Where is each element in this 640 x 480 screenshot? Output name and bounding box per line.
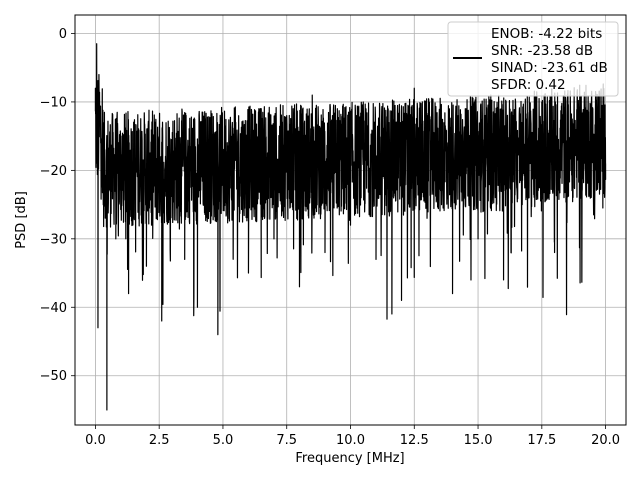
y-tick-label: 0 (59, 27, 67, 42)
x-tick-label: 2.5 (149, 433, 170, 448)
x-tick-label: 5.0 (213, 433, 234, 448)
legend-box (447, 21, 619, 97)
x-tick-label: 17.5 (527, 433, 556, 448)
y-tick-label: −40 (40, 301, 67, 316)
legend: ENOB: -4.22 bits SNR: -23.58 dB SINAD: -… (447, 21, 619, 97)
y-axis: 0 −10 −20 −30 −40 −50 (40, 27, 75, 384)
y-tick-label: −50 (40, 369, 67, 384)
y-tick-label: −10 (40, 95, 67, 110)
legend-entry-enob: ENOB: -4.22 bits (491, 26, 602, 42)
x-axis-label: Frequency [MHz] (295, 451, 404, 466)
x-tick-label: 12.5 (400, 433, 429, 448)
x-tick-label: 10.0 (336, 433, 365, 448)
y-tick-label: −20 (40, 164, 67, 179)
psd-series-line (94, 43, 607, 411)
x-axis: 0.0 2.5 5.0 7.5 10.0 12.5 15.0 17.5 20.0 (85, 425, 620, 448)
legend-entry-sinad: SINAD: -23.61 dB (491, 60, 608, 76)
x-tick-label: 20.0 (591, 433, 620, 448)
y-axis-label: PSD [dB] (14, 191, 29, 249)
x-tick-label: 0.0 (85, 433, 106, 448)
x-tick-label: 7.5 (276, 433, 297, 448)
legend-entry-sfdr: SFDR: 0.42 (491, 77, 566, 93)
x-tick-label: 15.0 (464, 433, 493, 448)
legend-entry-snr: SNR: -23.58 dB (491, 43, 593, 59)
series-layer (94, 43, 607, 411)
y-tick-label: −30 (40, 232, 67, 247)
